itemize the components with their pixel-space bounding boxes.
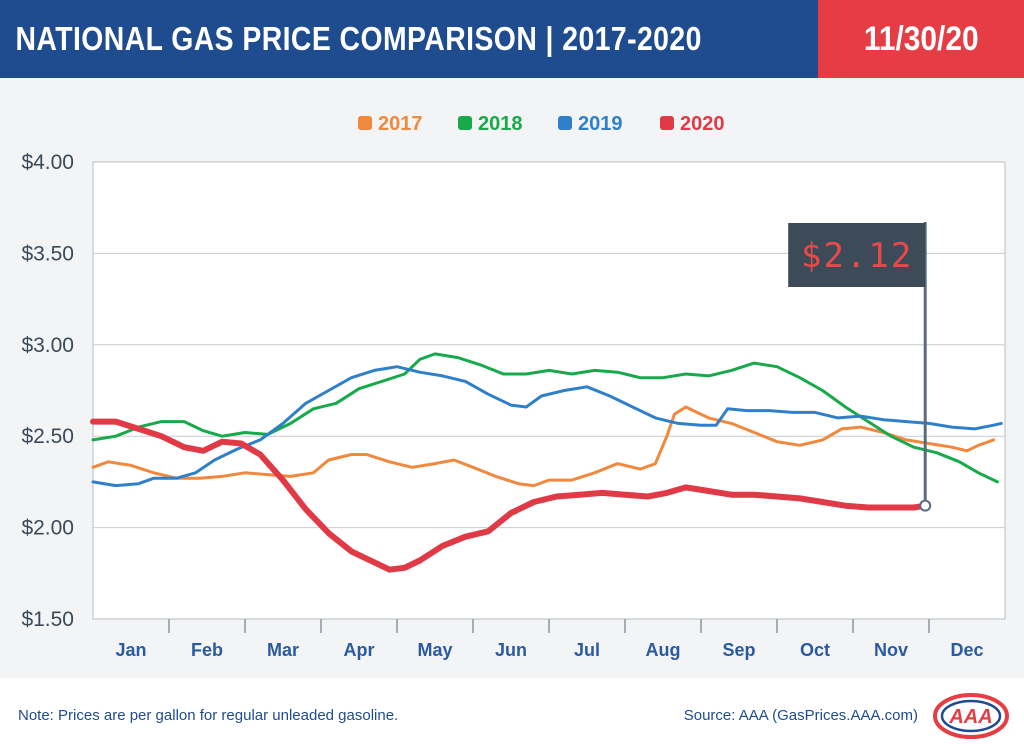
y-tick-label: $4.00 — [21, 151, 74, 174]
price-annotation: $2.12 — [788, 222, 932, 512]
chart-legend: 2017 2018 2019 2020 — [358, 113, 725, 135]
x-tick-label: May — [417, 640, 452, 660]
y-tick-label: $2.50 — [21, 425, 74, 448]
x-tick-label: Aug — [646, 640, 681, 660]
annotation-price: $2.12 — [801, 236, 913, 276]
header-date: 11/30/20 — [863, 19, 979, 58]
footer-source: Source: AAA (GasPrices.AAA.com) — [683, 707, 918, 724]
series-line-2018 — [91, 352, 999, 484]
series-line-2017 — [91, 405, 996, 488]
x-tick-label: Sep — [722, 640, 755, 660]
series-line-2019 — [91, 365, 1003, 488]
legend-swatch-2018 — [458, 116, 472, 130]
x-axis: Jan Feb Mar Apr May Jun Jul Aug Sep Oct Nov Dec — [115, 619, 984, 660]
footer: Note: Prices are per gallon for regular … — [0, 678, 1024, 755]
legend-swatch-2020 — [660, 116, 674, 130]
x-tick-label: Nov — [874, 640, 908, 660]
series-line-2020 — [90, 418, 929, 573]
y-axis: $1.50 $2.00 $2.50 $3.00 $3.50 $4.00 — [21, 151, 74, 631]
x-tick-label: Feb — [191, 640, 223, 660]
y-tick-label: $3.50 — [21, 242, 74, 265]
x-tick-label: Oct — [800, 640, 830, 660]
y-tick-label: $2.00 — [21, 517, 74, 540]
gridlines — [93, 252, 1005, 529]
legend-label-2019: 2019 — [578, 113, 623, 135]
legend-label-2017: 2017 — [378, 113, 423, 135]
page-title: NATIONAL GAS PRICE COMPARISON | 2017-202… — [15, 20, 702, 57]
header-bar: NATIONAL GAS PRICE COMPARISON | 2017-202… — [0, 0, 1024, 78]
series-lines — [90, 352, 1003, 573]
legend-swatch-2017 — [358, 116, 372, 130]
footer-note: Note: Prices are per gallon for regular … — [18, 707, 399, 724]
x-tick-label: Dec — [950, 640, 983, 660]
legend-swatch-2019 — [558, 116, 572, 130]
y-tick-label: $1.50 — [21, 608, 74, 631]
legend-label-2018: 2018 — [478, 113, 523, 135]
aaa-logo: AAA — [933, 693, 1009, 739]
legend-label-2020: 2020 — [680, 113, 725, 135]
annotation-marker — [919, 499, 932, 512]
x-tick-label: Jan — [115, 640, 146, 660]
x-tick-label: Jul — [574, 640, 600, 660]
y-tick-label: $3.00 — [21, 334, 74, 357]
x-tick-label: Mar — [267, 640, 299, 660]
annotation-sign — [788, 223, 926, 287]
header-date-panel: 11/30/20 — [818, 0, 1024, 78]
gas-price-chart: 2017 2018 2019 2020 $1.50 $2.00 $2.50 $3.00 $3.… — [21, 113, 1006, 660]
x-tick-label: Jun — [495, 640, 527, 660]
x-tick-label: Apr — [344, 640, 375, 660]
aaa-logo-text: AAA — [948, 706, 992, 728]
header-title-panel: NATIONAL GAS PRICE COMPARISON | 2017-202… — [0, 0, 818, 78]
chart-area: 2017 2018 2019 2020 $1.50 $2.00 $2.50 $3.00 $3.… — [0, 78, 1024, 678]
